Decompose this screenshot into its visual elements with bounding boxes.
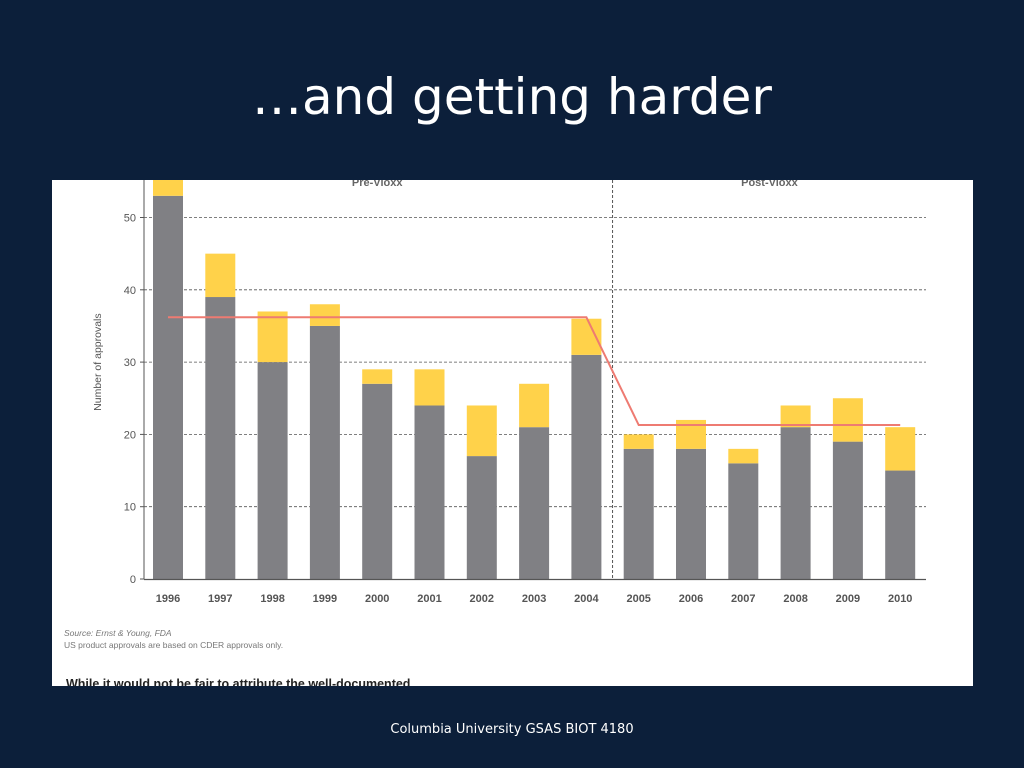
region-label: Pre-Vioxx bbox=[352, 180, 403, 189]
source-label: Source: bbox=[64, 628, 94, 638]
x-tick-label: 1999 bbox=[313, 593, 337, 605]
bar-base-segment bbox=[571, 354, 602, 579]
bar-top-segment bbox=[414, 369, 445, 406]
bar-base-segment bbox=[153, 195, 183, 579]
y-axis-label: Number of approvals bbox=[92, 313, 104, 410]
y-tick-label: 50 bbox=[124, 213, 136, 225]
source-note: Source: Ernst & Young, FDA US product ap… bbox=[64, 627, 283, 651]
bar-top-segment bbox=[728, 448, 759, 464]
bar-base-segment bbox=[832, 441, 863, 579]
bar-top-segment bbox=[466, 405, 497, 457]
source-footnote: US product approvals are based on CDER a… bbox=[64, 640, 284, 650]
bar-base-segment bbox=[414, 405, 445, 579]
y-tick-label: 0 bbox=[130, 574, 136, 586]
bar-base-segment bbox=[728, 463, 759, 579]
bar-top-segment bbox=[885, 427, 916, 471]
cutoff-body-text: While it would not be fair to attribute … bbox=[66, 677, 411, 686]
bar-top-segment bbox=[309, 304, 340, 326]
slide-footer: Columbia University GSAS BIOT 4180 bbox=[390, 722, 634, 737]
approvals-chart: 0 10 20 30 40 50 Number of approvals 1996 1997 19… bbox=[92, 180, 926, 605]
source-value: Ernst & Young, FDA bbox=[95, 628, 172, 638]
region-label: Post-Vioxx bbox=[741, 180, 799, 189]
x-tick-label: 2005 bbox=[626, 593, 650, 605]
bar-top-segment bbox=[362, 369, 393, 384]
source-line: Source: Ernst & Young, FDA bbox=[64, 627, 283, 639]
bar-top-segment bbox=[205, 253, 236, 298]
x-tick-label: 2002 bbox=[470, 593, 494, 605]
bar-base-segment bbox=[205, 297, 236, 579]
bar-top-segment bbox=[153, 180, 183, 196]
chart-panel: 0 10 20 30 40 50 Number of approvals 1996 1997 19… bbox=[52, 180, 973, 686]
bar-base-segment bbox=[362, 383, 393, 579]
bar-base-segment bbox=[466, 456, 497, 579]
slide-title: …and getting harder bbox=[252, 68, 772, 126]
y-tick-label: 40 bbox=[124, 285, 136, 297]
bar-base-segment bbox=[257, 362, 288, 579]
x-tick-label: 2007 bbox=[731, 593, 755, 605]
bar-base-segment bbox=[623, 448, 654, 579]
y-tick-label: 30 bbox=[124, 357, 136, 369]
bar-base-segment bbox=[309, 325, 340, 579]
bar-top-segment bbox=[519, 383, 550, 428]
bar-top-segment bbox=[257, 311, 288, 363]
x-tick-label: 2006 bbox=[679, 593, 703, 605]
bar-base-segment bbox=[780, 427, 811, 579]
bar-base-segment bbox=[519, 427, 550, 579]
x-tick-label: 2008 bbox=[783, 593, 807, 605]
bar-base-segment bbox=[676, 448, 706, 579]
y-tick-label: 10 bbox=[124, 502, 136, 514]
bar-base-segment bbox=[885, 470, 916, 579]
x-tick-label: 1997 bbox=[208, 593, 232, 605]
x-tick-label: 2009 bbox=[836, 593, 860, 605]
x-tick-label: 1996 bbox=[156, 593, 180, 605]
y-tick-label: 20 bbox=[124, 429, 136, 441]
x-tick-label: 2001 bbox=[417, 593, 441, 605]
bar-top-segment bbox=[832, 398, 863, 442]
x-tick-label: 2010 bbox=[888, 593, 912, 605]
x-tick-label: 2004 bbox=[574, 593, 599, 605]
bar-top-segment bbox=[780, 405, 811, 428]
x-tick-label: 2003 bbox=[522, 593, 546, 605]
trend-line bbox=[168, 316, 901, 426]
x-tick-label: 1998 bbox=[260, 593, 284, 605]
x-tick-label: 2000 bbox=[365, 593, 389, 605]
bar-top-segment bbox=[623, 434, 654, 449]
